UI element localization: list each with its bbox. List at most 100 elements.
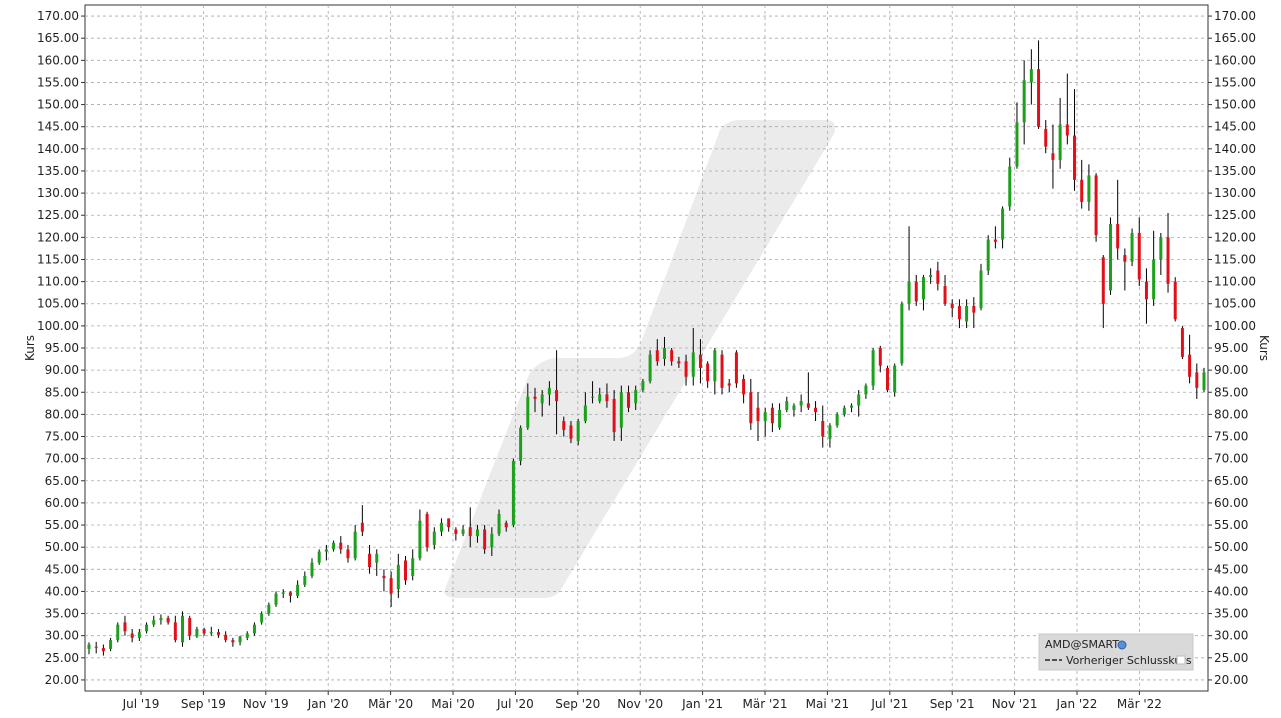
- candle-down: [936, 261, 940, 291]
- candle-down: [447, 518, 451, 532]
- candle-down: [1094, 173, 1098, 242]
- candle-down: [605, 383, 609, 408]
- candle-body: [1166, 237, 1170, 284]
- candle-body: [404, 560, 408, 581]
- candle-up: [267, 602, 271, 616]
- candle-up: [828, 423, 832, 448]
- y-tick-label: 150.00: [37, 98, 79, 112]
- candle-up: [799, 394, 803, 413]
- candle-up: [159, 614, 163, 625]
- candle-body: [166, 617, 170, 623]
- candle-body: [1180, 328, 1184, 357]
- candle-body: [778, 409, 782, 428]
- candle-body: [368, 553, 372, 568]
- candle-body: [1015, 122, 1019, 167]
- candle-body: [116, 624, 120, 641]
- candle-body: [555, 390, 559, 402]
- x-tick-label: Mai '21: [806, 697, 849, 711]
- candle-body: [605, 394, 609, 402]
- candle-down: [1044, 120, 1048, 154]
- candle-body: [792, 405, 796, 410]
- candle-up: [1008, 157, 1012, 211]
- candle-body: [346, 549, 350, 559]
- candle-down: [1123, 248, 1127, 291]
- candle-body: [929, 274, 933, 278]
- y-tick-label: 45.00: [1214, 562, 1248, 576]
- y-tick-label: 140.00: [1214, 142, 1256, 156]
- candle-up: [375, 549, 379, 576]
- candle-down: [1180, 325, 1184, 360]
- legend: AMD@SMART Vorheriger Schlusskurs: [1038, 633, 1194, 671]
- candle-down: [1195, 363, 1199, 399]
- candle-up: [986, 235, 990, 275]
- y-tick-label: 50.00: [45, 540, 79, 554]
- candle-down: [770, 403, 774, 433]
- candle-body: [252, 624, 256, 634]
- candle-body: [684, 361, 688, 377]
- candle-up: [411, 549, 415, 581]
- candle-body: [857, 394, 861, 406]
- y-tick-label: 80.00: [1214, 407, 1248, 421]
- candle-down: [698, 339, 702, 384]
- y-tick-label: 20.00: [45, 673, 79, 687]
- y-tick-label: 65.00: [1214, 474, 1248, 488]
- legend-symbol: AMD@SMART: [1045, 638, 1119, 651]
- candle-up: [850, 403, 854, 413]
- y-tick-label: 130.00: [37, 186, 79, 200]
- y-tick-label: 160.00: [1214, 53, 1256, 67]
- candle-down: [943, 274, 947, 306]
- y-tick-label: 35.00: [45, 607, 79, 621]
- candle-up: [432, 527, 436, 550]
- candle-up: [1108, 217, 1112, 295]
- candle-up: [181, 611, 185, 647]
- legend-toggle-checkbox[interactable]: [1176, 655, 1186, 665]
- y-tick-label: 155.00: [37, 75, 79, 89]
- candle-body: [850, 405, 854, 408]
- candle-body: [734, 352, 738, 384]
- candle-body: [662, 348, 666, 360]
- candle-body: [260, 613, 264, 623]
- candle-down: [756, 392, 760, 441]
- x-tick-label: Sep '19: [181, 697, 226, 711]
- candle-body: [763, 412, 767, 422]
- candle-up: [332, 540, 336, 552]
- candle-body: [727, 383, 731, 386]
- candle-body: [454, 529, 458, 534]
- candle-body: [965, 305, 969, 322]
- candle-body: [497, 513, 501, 534]
- candle-down: [1173, 277, 1177, 322]
- candle-body: [483, 529, 487, 550]
- candle-body: [1202, 372, 1206, 391]
- x-tick-label: Mär '22: [1117, 697, 1162, 711]
- y-tick-label: 140.00: [37, 142, 79, 156]
- candle-down: [173, 615, 177, 643]
- x-tick-label: Jan '21: [681, 697, 723, 711]
- candle-up: [526, 383, 530, 430]
- candle-body: [245, 633, 249, 638]
- candle-down: [1166, 213, 1170, 293]
- candle-body: [195, 629, 199, 637]
- y-tick-label: 85.00: [45, 385, 79, 399]
- candle-down: [734, 350, 738, 388]
- candle-body: [921, 277, 925, 300]
- candle-down: [404, 556, 408, 585]
- candle-up: [116, 622, 120, 643]
- y-tick-label: 40.00: [45, 584, 79, 598]
- candle-down: [569, 421, 573, 444]
- candle-up: [1202, 367, 1206, 393]
- candle-down: [814, 401, 818, 422]
- candle-body: [317, 551, 321, 563]
- y-tick-label: 90.00: [45, 363, 79, 377]
- candle-up: [576, 418, 580, 446]
- candle-body: [1137, 232, 1141, 280]
- x-tick-label: Nov '21: [992, 697, 1038, 711]
- candle-body: [310, 562, 314, 576]
- globe-icon[interactable]: [1117, 640, 1127, 650]
- y-tick-label: 95.00: [1214, 341, 1248, 355]
- y-tick-label: 165.00: [1214, 31, 1256, 45]
- y-tick-label: 35.00: [1214, 607, 1248, 621]
- candle-body: [1101, 257, 1105, 304]
- candle-up: [540, 390, 544, 417]
- candle-up: [1130, 228, 1134, 267]
